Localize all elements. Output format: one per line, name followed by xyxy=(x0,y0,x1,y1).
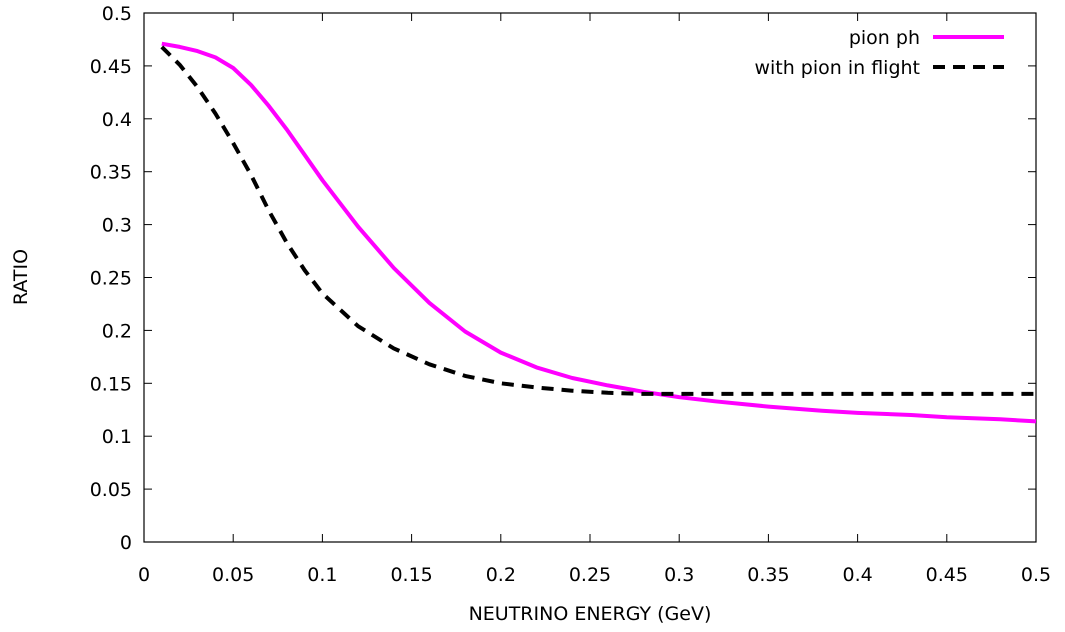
y-tick-label: 0.25 xyxy=(90,268,132,290)
y-tick-label: 0.1 xyxy=(102,426,132,448)
x-tick-label: 0.2 xyxy=(486,564,516,586)
x-tick-label: 0.3 xyxy=(664,564,694,586)
y-tick-label: 0.5 xyxy=(102,3,132,25)
plot-frame xyxy=(143,12,1037,543)
x-tick-label: 0.1 xyxy=(307,564,337,586)
legend-label: with pion in flight xyxy=(754,57,920,79)
x-tick-label: 0.35 xyxy=(747,564,789,586)
x-tick-label: 0.15 xyxy=(390,564,432,586)
x-tick-label: 0.4 xyxy=(842,564,872,586)
x-tick-label: 0.05 xyxy=(212,564,254,586)
x-axis-label: NEUTRINO ENERGY (GeV) xyxy=(469,603,712,625)
y-tick-label: 0.2 xyxy=(102,320,132,342)
y-axis-ticks: 0 0.05 0.1 0.15 0.2 0.25 0.3 0.35 0.4 0.45 0.5 xyxy=(90,3,1036,554)
legend: pion ph with pion in flight xyxy=(754,27,1004,79)
y-tick-label: 0.4 xyxy=(102,109,132,131)
series-line-1 xyxy=(161,41,1037,424)
y-tick-label: 0.15 xyxy=(90,373,132,395)
y-tick-label: 0.35 xyxy=(90,162,132,184)
series-layer xyxy=(160,41,1037,424)
x-tick-label: 0.25 xyxy=(569,564,611,586)
y-tick-label: 0.3 xyxy=(102,215,132,237)
y-tick-label: 0 xyxy=(120,532,132,554)
x-axis-ticks: 0 0.05 0.1 0.15 0.2 0.25 0.3 0.35 0.4 0.45 0.5 xyxy=(138,13,1051,586)
x-tick-label: 0.45 xyxy=(926,564,968,586)
legend-label: pion ph xyxy=(849,27,920,49)
x-tick-label: 0.5 xyxy=(1021,564,1051,586)
y-axis-label: RATIO xyxy=(10,249,32,305)
x-tick-label: 0 xyxy=(138,564,150,586)
y-tick-label: 0.45 xyxy=(90,56,132,78)
y-tick-label: 0.05 xyxy=(90,479,132,501)
series-line-2 xyxy=(160,45,1036,396)
